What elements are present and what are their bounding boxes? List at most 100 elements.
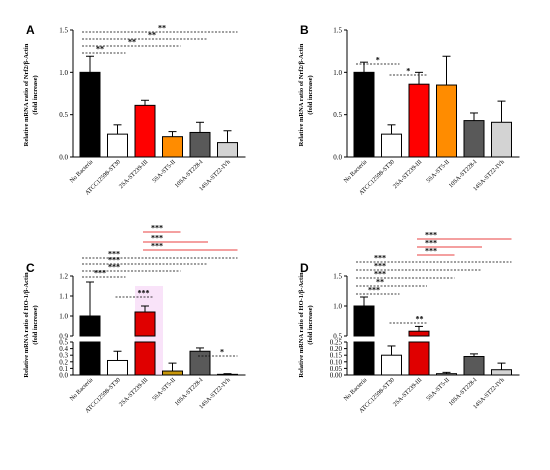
y-tick-label: 0.3: [59, 352, 68, 360]
bar: [408, 341, 430, 376]
bar: [491, 121, 512, 158]
significance-label: **: [128, 38, 136, 47]
y-axis-label: (fold increase): [32, 75, 39, 114]
significance-label: *: [406, 67, 410, 76]
bar: [79, 315, 101, 337]
y-tick-label: 0.0: [333, 154, 342, 162]
x-tick-label: 5SA-ST5-II: [425, 376, 451, 402]
bar: [189, 131, 211, 158]
x-tick-label: 5SA-ST5-II: [425, 158, 451, 184]
significance-label: ***: [425, 231, 437, 240]
bar: [107, 359, 128, 376]
significance-label: ***: [138, 289, 150, 298]
y-tick-label: 1.5: [59, 27, 68, 35]
y-tick-label: 0.0: [59, 154, 68, 162]
y-tick-label: 0.5: [333, 333, 342, 341]
y-tick-label: 0.25: [330, 339, 343, 347]
bar: [408, 83, 430, 158]
significance-label: ***: [374, 254, 386, 263]
y-axis-label: Relative mRNA ratio of HO-1/β-Actin: [23, 272, 30, 378]
y-axis-label: Relative mRNA ratio of Nrf2/β-Actin: [298, 43, 305, 146]
y-tick-label: 0.15: [330, 352, 343, 360]
y-tick-label: 0.5: [333, 111, 342, 119]
significance-label: ***: [108, 250, 120, 259]
y-tick-label: 0.9: [59, 333, 68, 341]
significance-label: **: [376, 278, 384, 287]
panel-letter: B: [300, 23, 309, 37]
y-axis-label: Relative mRNA ratio of HO-1/β-Actin: [298, 272, 305, 378]
significance-label: **: [148, 31, 156, 40]
y-tick-label: 0.10: [330, 358, 343, 366]
bar: [162, 136, 183, 158]
chart-panel-b: B Relative mRNA ratio of Nrf2/β-Actin (fol…: [298, 23, 520, 196]
significance-label: ***: [425, 239, 437, 248]
y-tick-label: 1.5: [333, 273, 342, 281]
bar: [79, 71, 101, 158]
bar: [381, 354, 402, 376]
significance-label: ***: [151, 242, 163, 251]
y-tick-label: 0.1: [59, 365, 68, 373]
bar: [491, 369, 512, 376]
significance-label: ***: [368, 286, 380, 295]
bar: [107, 133, 128, 158]
bar: [134, 104, 156, 158]
bar: [381, 133, 402, 158]
y-tick-label: 0.05: [330, 365, 343, 373]
y-axis-label: Relative mRNA ratio of Nrf2/β-Actin: [23, 43, 30, 146]
bar: [134, 311, 156, 337]
chart-panel-a: A Relative mRNA ratio of Nrf2/β-Actin (fol…: [23, 23, 246, 196]
significance-label: **: [416, 315, 424, 324]
significance-label: ***: [374, 262, 386, 271]
x-tick-label: No Bacteria: [68, 158, 94, 184]
y-tick-label: 0.5: [59, 111, 68, 119]
significance-label: ***: [94, 269, 106, 278]
bar: [353, 71, 375, 158]
y-tick-label: 1.0: [59, 313, 68, 321]
y-axis-label: (fold increase): [307, 75, 314, 114]
significance-label: ***: [374, 270, 386, 279]
y-axis-label: (fold increase): [307, 305, 314, 344]
x-tick-label: 5SA-ST5-II: [151, 376, 177, 402]
significance-label: **: [158, 24, 166, 33]
y-tick-label: 0.0: [59, 372, 68, 380]
x-tick-label: No Bacteria: [68, 376, 94, 402]
x-tick-label: 2SA-ST239-III: [392, 376, 424, 408]
x-tick-label: 5SA-ST5-II: [151, 158, 177, 184]
bar: [463, 120, 485, 158]
bar: [134, 341, 156, 376]
significance-label: **: [96, 45, 104, 54]
y-tick-label: 1.0: [59, 69, 68, 77]
x-tick-label: No Bacteria: [342, 158, 368, 184]
bar: [353, 341, 375, 376]
bar: [408, 330, 430, 337]
y-tick-label: 1.1: [59, 293, 68, 301]
bar: [189, 350, 211, 376]
x-tick-label: 2SA-ST239-III: [392, 158, 424, 190]
significance-label: ***: [108, 256, 120, 265]
significance-label: ***: [151, 224, 163, 233]
significance-label: *: [376, 56, 380, 65]
x-tick-label: No Bacteria: [342, 376, 368, 402]
bar: [162, 370, 183, 376]
x-tick-label: 2SA-ST239-III: [118, 376, 150, 408]
y-tick-label: 1.0: [333, 303, 342, 311]
y-tick-label: 0.20: [330, 345, 343, 353]
y-tick-label: 0.4: [59, 345, 68, 353]
y-tick-label: 0.2: [59, 358, 68, 366]
significance-label: *: [220, 348, 224, 357]
bar: [463, 356, 485, 376]
panel-letter: D: [300, 261, 309, 275]
bar: [436, 373, 457, 376]
bar: [353, 305, 375, 337]
bar: [79, 341, 101, 376]
y-tick-label: 0.00: [330, 372, 343, 380]
y-axis-label: (fold increase): [32, 305, 39, 344]
y-tick-label: 1.0: [333, 69, 342, 77]
y-tick-label: 1.2: [59, 273, 68, 281]
bar: [436, 84, 457, 158]
x-tick-label: 2SA-ST239-III: [118, 158, 150, 190]
y-tick-label: 1.5: [333, 27, 342, 35]
significance-label: ***: [425, 247, 437, 256]
